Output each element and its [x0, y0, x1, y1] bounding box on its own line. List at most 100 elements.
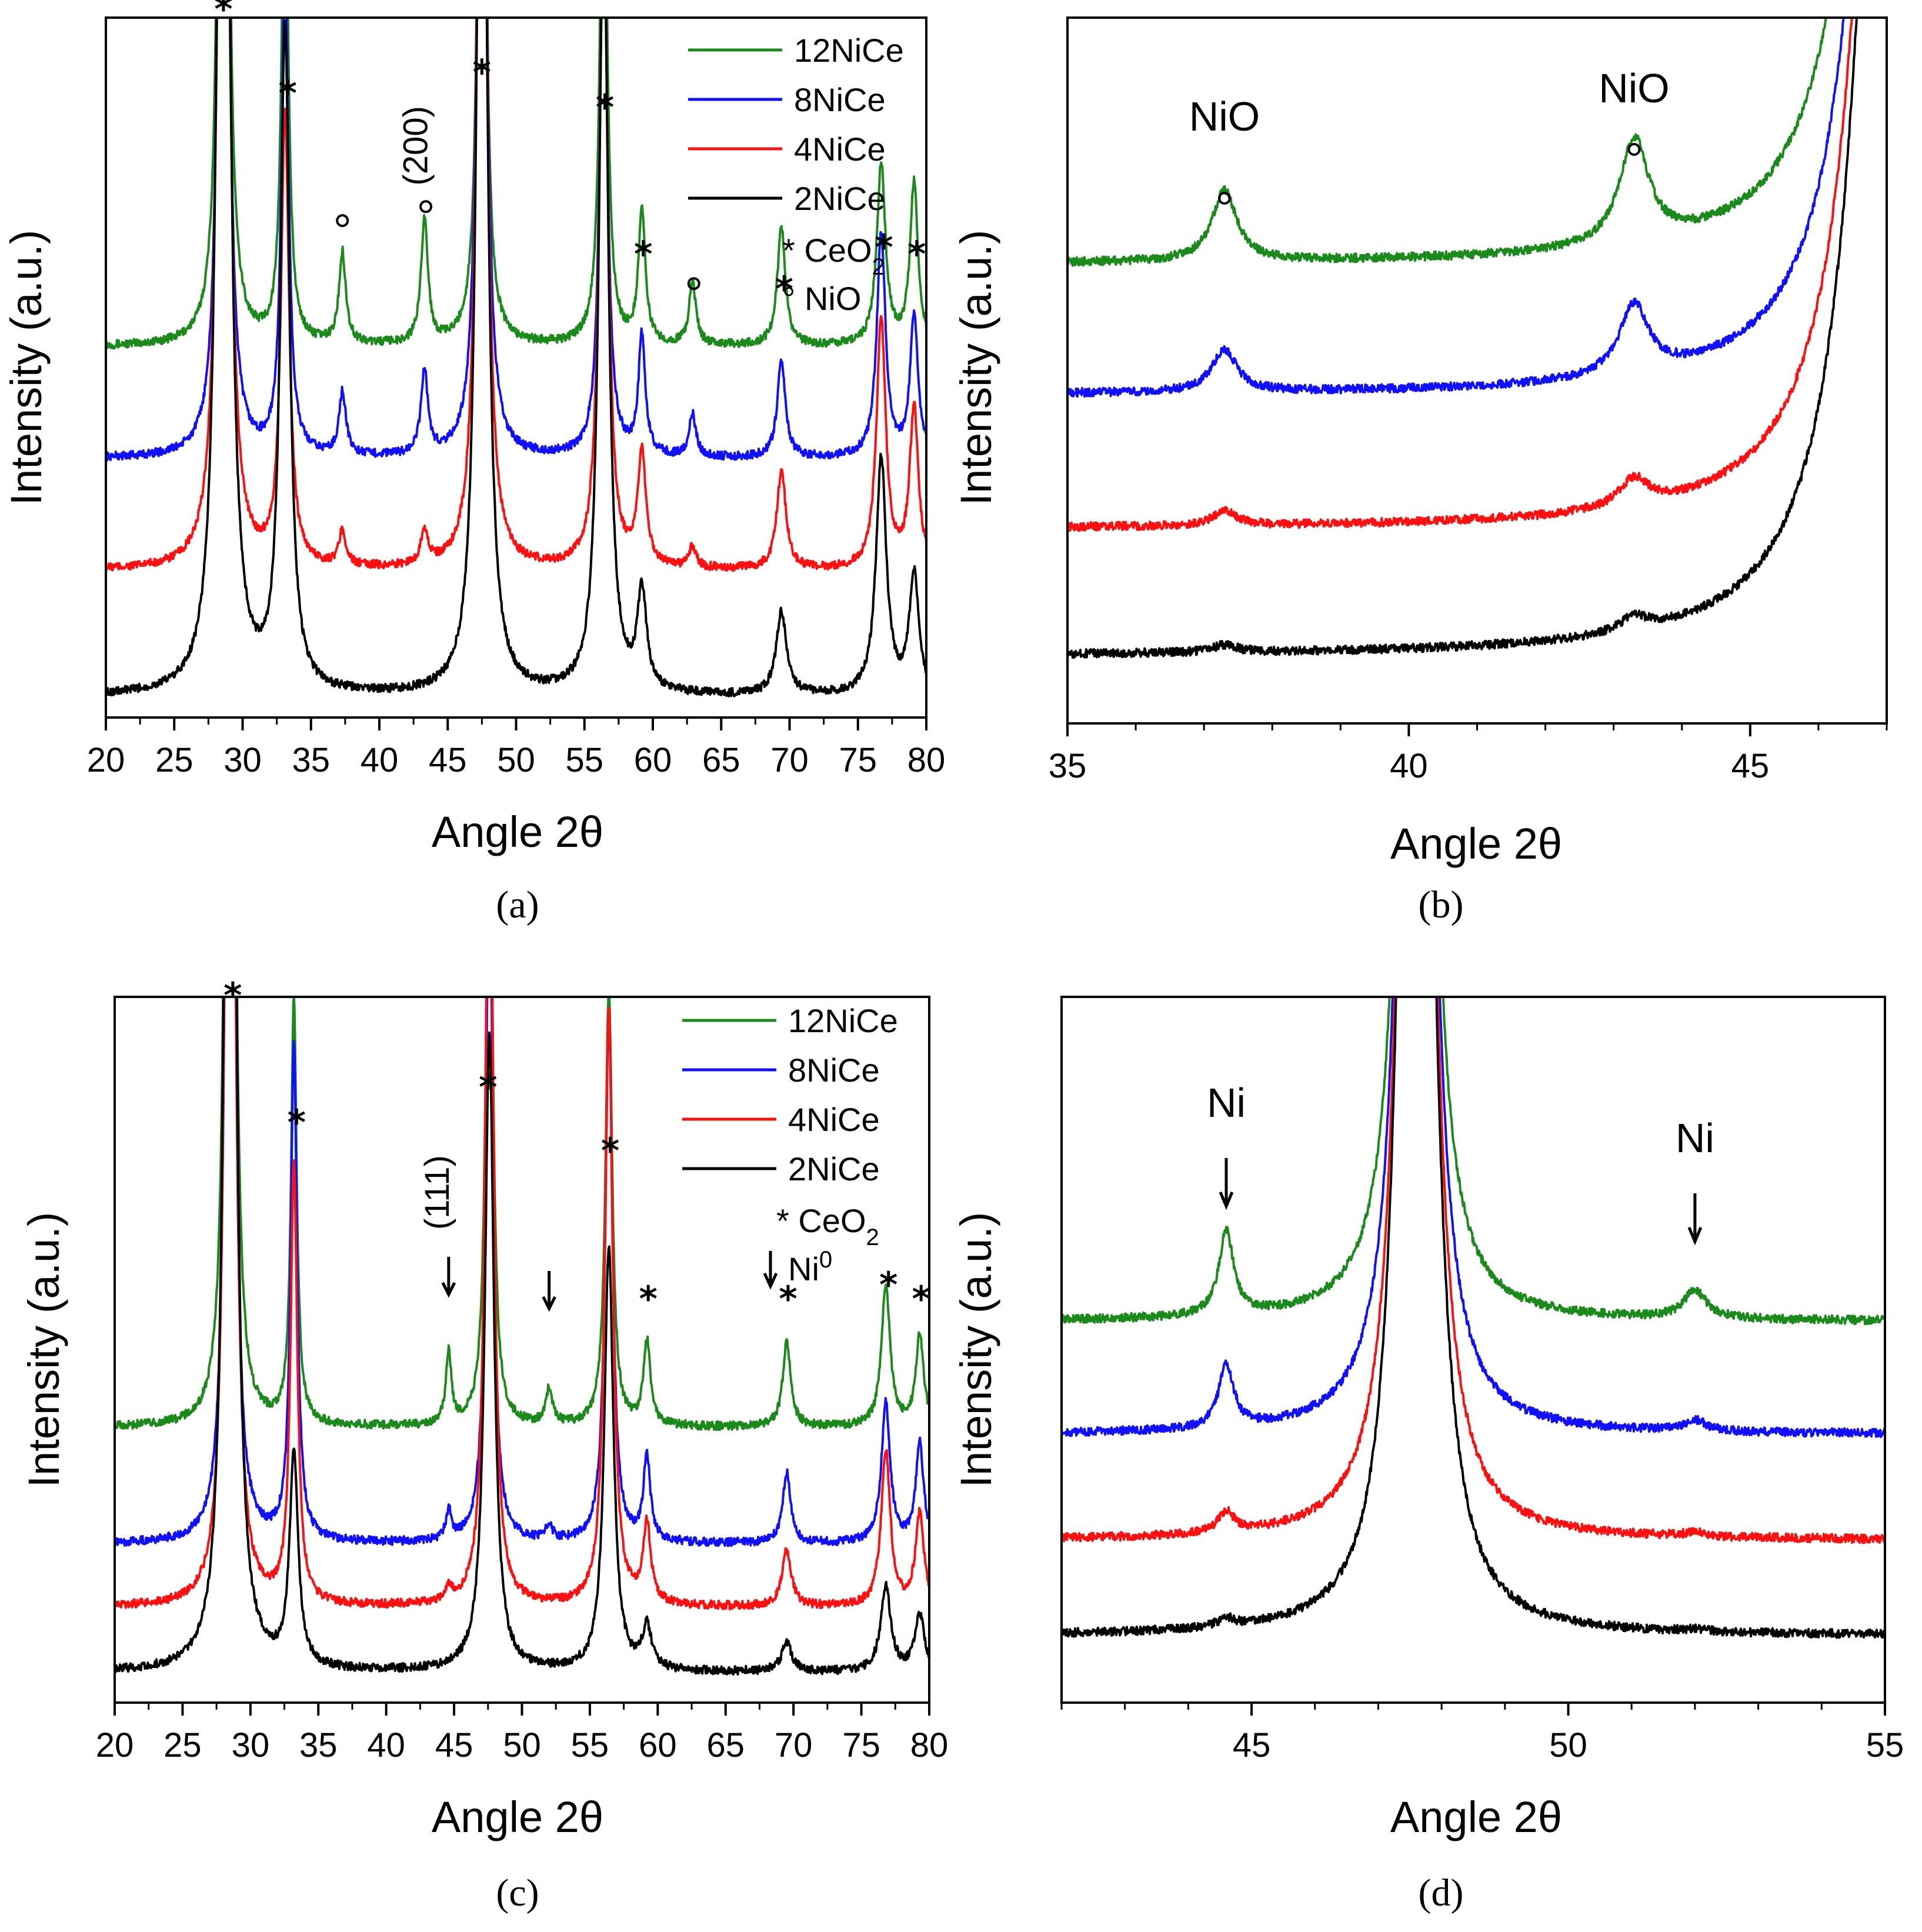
ceo2-marker: * — [779, 1279, 797, 1320]
x-tick-label: 40 — [361, 741, 399, 779]
ceo2-marker: * — [875, 227, 893, 268]
x-tick-label: 80 — [907, 741, 946, 779]
ceo2-marker: * — [214, 0, 232, 30]
x-axis-label: Angle 2θ — [1390, 819, 1562, 868]
legend-ni: Ni0 — [788, 1247, 832, 1287]
x-tick-label: 70 — [770, 741, 809, 779]
legend-label: 8NiCe — [788, 1052, 880, 1089]
panel-c: 20 25 30 35 40 45 50 55 60 65 70 75 80 Angle 2θ Intens… — [19, 975, 949, 1914]
y-axis-label: Intensity (a.u.) — [2, 230, 51, 506]
ceo2-marker: * — [775, 269, 793, 310]
legend-ceo2: * CeO2 — [776, 1202, 879, 1250]
panel-b: 35 40 45 Angle 2θ Intensity (a.u.) (b) NiO NiO — [952, 16, 1888, 926]
ceo2-marker: * — [601, 1130, 619, 1172]
x-tick-label: 45 — [1731, 747, 1770, 785]
nio-marker — [419, 200, 433, 213]
ceo2-marker: * — [223, 975, 242, 1016]
trace-2NiCe — [115, 997, 929, 1676]
x-tick-label: 45 — [435, 1726, 473, 1764]
x-tick-label: 50 — [497, 741, 535, 779]
legend-nio: ° NiO — [782, 280, 861, 317]
x-tick-label: 35 — [1049, 747, 1087, 785]
x-tick-label: 35 — [292, 741, 330, 779]
trace-8NiCe — [115, 997, 929, 1547]
x-tick-label: 40 — [1390, 747, 1428, 785]
panel-caption: (b) — [1419, 883, 1464, 926]
x-tick-label: 75 — [839, 741, 877, 779]
trace-4NiCe — [1062, 997, 1885, 1544]
x-tick-label: 65 — [702, 741, 740, 779]
x-tick-label: 30 — [232, 1726, 270, 1764]
x-tick-label: 30 — [223, 741, 262, 779]
panel-caption: (d) — [1419, 1871, 1464, 1914]
nio-marker — [687, 277, 700, 291]
ni-label: Ni — [1207, 1080, 1246, 1126]
ni-arrow-marker — [1687, 1193, 1703, 1246]
trace-4NiCe — [1067, 18, 1853, 532]
nio-marker — [336, 214, 349, 228]
trace-8NiCe — [1062, 997, 1885, 1439]
ceo2-marker: * — [596, 87, 614, 128]
x-tick-label: 35 — [299, 1726, 338, 1764]
x-tick-label: 25 — [155, 741, 193, 779]
nio-marker — [1217, 192, 1231, 205]
x-tick-label: 20 — [87, 741, 125, 779]
x-tick-label: 60 — [639, 1726, 677, 1764]
legend-label: 8NiCe — [794, 81, 886, 118]
trace-4NiCe — [115, 997, 929, 1611]
x-axis-label: Angle 2θ — [1390, 1793, 1562, 1841]
panel-caption: (a) — [496, 883, 539, 926]
y-axis-label: Intensity (a.u.) — [19, 1212, 68, 1488]
ni-arrow-marker — [441, 1257, 456, 1298]
x-tick-label: 50 — [503, 1726, 541, 1764]
trace-8NiCe — [106, 18, 926, 462]
x-tick-label: 25 — [163, 1726, 202, 1764]
trace-2NiCe — [1067, 18, 1858, 659]
ceo2-marker: * — [634, 234, 652, 275]
trace-2NiCe — [106, 18, 926, 698]
nio-label: NiO — [1189, 94, 1260, 139]
ceo2-marker: * — [639, 1279, 657, 1320]
x-axis-label: Angle 2θ — [432, 807, 603, 856]
legend-label: 4NiCe — [788, 1101, 880, 1138]
ni-label: Ni — [1676, 1115, 1714, 1161]
x-tick-label: 80 — [910, 1726, 949, 1764]
x-tick-label: 70 — [775, 1726, 813, 1764]
ceo2-marker: * — [879, 1264, 897, 1306]
ceo2-marker: * — [912, 1279, 930, 1320]
legend-label: 2NiCe — [794, 180, 886, 217]
legend-label: 12NiCe — [788, 1002, 898, 1039]
x-tick-label: 20 — [96, 1726, 134, 1764]
legend: 12NiCe 8NiCe 4NiCe 2NiCe * CeO2° NiO — [688, 32, 904, 317]
x-tick-label: 65 — [706, 1726, 745, 1764]
y-axis-label: Intensity (a.u.) — [952, 1212, 1000, 1488]
x-tick-label: 75 — [842, 1726, 880, 1764]
trace-12NiCe — [115, 997, 929, 1432]
trace-8NiCe — [1067, 18, 1845, 398]
x-tick-label: 45 — [1233, 1726, 1271, 1764]
ceo2-marker: * — [288, 1102, 306, 1143]
trace-12NiCe — [1067, 18, 1827, 267]
y-axis-label: Intensity (a.u.) — [952, 230, 1000, 506]
x-tick-label: 55 — [1866, 1726, 1904, 1764]
panel-caption: (c) — [496, 1871, 539, 1914]
plot-frame — [1060, 996, 1886, 1704]
nio-marker — [1627, 143, 1641, 156]
x-tick-label: 50 — [1549, 1726, 1587, 1764]
plane-label: (111) — [418, 1155, 456, 1230]
legend-ceo2: * CeO2 — [782, 232, 885, 280]
ceo2-marker: * — [907, 234, 926, 275]
legend-label: 4NiCe — [794, 131, 886, 168]
trace-12NiCe — [1062, 997, 1885, 1326]
panel-d: 45 50 55 Angle 2θ Intensity (a.u.) (d) Ni Ni — [952, 996, 1904, 1914]
trace-4NiCe — [106, 18, 926, 572]
x-tick-label: 40 — [367, 1726, 405, 1764]
ni-arrow-marker — [1219, 1158, 1234, 1210]
legend-label: 12NiCe — [794, 32, 904, 69]
x-axis-label: Angle 2θ — [432, 1793, 603, 1841]
nio-label: NiO — [1599, 65, 1670, 111]
ceo2-marker: * — [473, 52, 491, 93]
trace-2NiCe — [1062, 997, 1885, 1639]
